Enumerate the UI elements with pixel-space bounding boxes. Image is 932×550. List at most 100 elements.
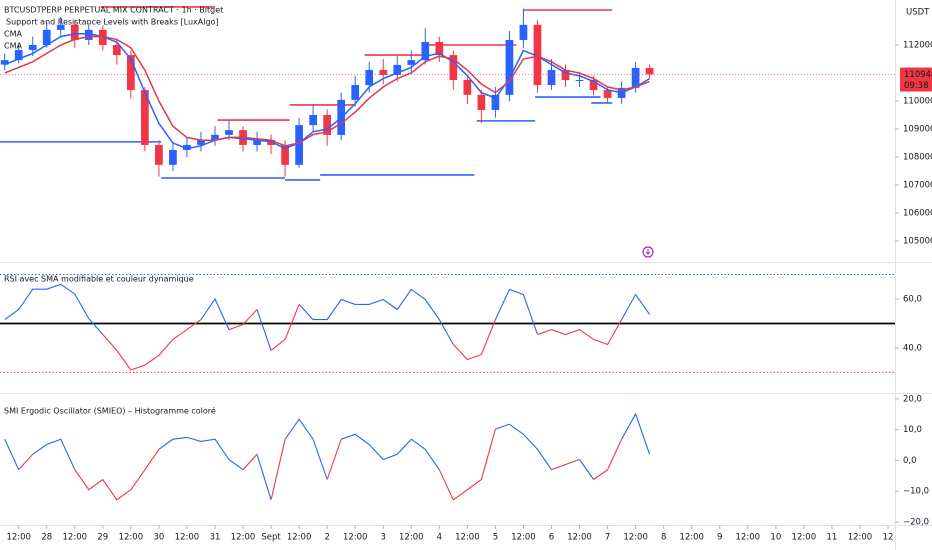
candle-body bbox=[155, 144, 163, 165]
event-icon-arrow bbox=[645, 249, 651, 255]
candle-body bbox=[56, 24, 65, 30]
moving-average-line bbox=[4, 33, 650, 150]
candle-body bbox=[14, 50, 23, 61]
candle-body bbox=[561, 69, 570, 80]
candle-body bbox=[533, 24, 542, 86]
currency-label: USDT bbox=[906, 8, 930, 18]
oscillator-line bbox=[4, 283, 104, 335]
oscillator-line bbox=[256, 454, 272, 500]
candle-body bbox=[112, 44, 121, 56]
oscillator-line bbox=[494, 288, 539, 335]
oscillator-line bbox=[18, 453, 34, 471]
oscillator-line bbox=[4, 438, 20, 470]
candle-body bbox=[463, 79, 472, 95]
countdown-label: 09:38 bbox=[904, 81, 929, 91]
candle-body bbox=[169, 149, 177, 165]
x-tick-label: 12:00 bbox=[623, 533, 648, 543]
x-tick-label: 5 bbox=[493, 533, 498, 543]
candle-body bbox=[393, 64, 402, 75]
y-tick-label: −10,0 bbox=[903, 487, 929, 497]
candle-body bbox=[183, 144, 191, 150]
candle-body bbox=[603, 90, 612, 98]
candle-body bbox=[435, 41, 444, 56]
oscillator-line bbox=[551, 458, 580, 471]
x-tick-label: 12:00 bbox=[119, 533, 144, 543]
candle-body bbox=[295, 125, 303, 165]
candle-body bbox=[70, 24, 79, 40]
candle-body bbox=[84, 29, 93, 40]
candle-body bbox=[281, 144, 289, 165]
candle-body bbox=[197, 139, 205, 145]
y-tick-label: 107000,0 bbox=[903, 180, 932, 190]
y-tick-label: 106000,0 bbox=[903, 208, 932, 218]
x-tick-label: 12:00 bbox=[511, 533, 536, 543]
legend-entry: CMA bbox=[4, 30, 22, 39]
marks bbox=[0, 6, 895, 501]
candle-body bbox=[42, 29, 51, 45]
x-tick-label: 12 bbox=[883, 533, 894, 543]
y-tick-label: 110000,0 bbox=[903, 96, 932, 106]
oscillator-line bbox=[270, 304, 300, 351]
x-tick-label: 9 bbox=[717, 533, 722, 543]
y-tick-label: 112000,0 bbox=[903, 40, 932, 50]
y-tick-label: 20,0 bbox=[903, 394, 922, 404]
oscillator-line bbox=[270, 439, 286, 500]
candle-body bbox=[575, 79, 584, 81]
indicator-label: Support and Resistance Levels with Break… bbox=[6, 18, 219, 27]
candle-body bbox=[211, 134, 219, 140]
candle-body bbox=[631, 67, 640, 88]
x-tick-label: 12:00 bbox=[6, 533, 31, 543]
x-tick-label: 2 bbox=[324, 533, 329, 543]
x-tick-label: 3 bbox=[381, 533, 386, 543]
y-tick-label: 40,0 bbox=[903, 343, 922, 353]
moving-average-line bbox=[4, 35, 650, 147]
candle-body bbox=[127, 55, 135, 91]
oscillator-line bbox=[242, 453, 258, 471]
x-tick-label: Sept bbox=[261, 533, 281, 543]
y-tick-label: −20,0 bbox=[903, 518, 929, 528]
candle-body bbox=[141, 90, 149, 145]
x-tick-label: 12:00 bbox=[792, 533, 817, 543]
candle-body bbox=[267, 139, 275, 145]
x-tick-label: 12:00 bbox=[287, 533, 312, 543]
last-price-box bbox=[900, 67, 932, 92]
candle-body bbox=[28, 44, 37, 51]
candle-body bbox=[323, 114, 332, 135]
rsi-title: RSI avec SMA modifiable et couleur dynam… bbox=[4, 275, 194, 284]
x-tick-label: 4 bbox=[437, 533, 442, 543]
y-tick-label: 109000,0 bbox=[903, 124, 932, 134]
x-tick-label: 31 bbox=[210, 533, 221, 543]
candle-body bbox=[547, 69, 556, 86]
oscillator-line bbox=[593, 438, 623, 480]
x-tick-label: 30 bbox=[153, 533, 164, 543]
oscillator-line bbox=[621, 293, 651, 320]
oscillator-line bbox=[438, 428, 496, 501]
candle-body bbox=[477, 94, 486, 110]
candle-body bbox=[309, 114, 317, 126]
oscillator-line bbox=[32, 438, 76, 470]
candle-body bbox=[491, 94, 500, 110]
oscillator-line bbox=[621, 412, 651, 455]
y-tick-label: 60,0 bbox=[903, 294, 922, 304]
candle-body bbox=[505, 39, 514, 95]
oscillator-line bbox=[341, 433, 440, 471]
candle-body bbox=[225, 130, 233, 135]
candle-body bbox=[519, 24, 528, 40]
x-tick-label: 29 bbox=[97, 533, 108, 543]
oscillator-line bbox=[495, 423, 552, 471]
legend-entry: CMA bbox=[4, 42, 22, 51]
x-tick-label: 12:00 bbox=[679, 533, 704, 543]
x-tick-label: 12:00 bbox=[455, 533, 480, 543]
smi-title: SMI Ergodic Oscillator (SMIEO) – Histogr… bbox=[4, 406, 216, 416]
candle-body bbox=[0, 60, 9, 65]
x-tick-label: 8 bbox=[661, 533, 666, 543]
candle-body bbox=[98, 29, 107, 45]
candle-body bbox=[379, 69, 388, 75]
candle-body bbox=[253, 139, 261, 145]
x-tick-label: 12:00 bbox=[736, 533, 761, 543]
oscillator-line bbox=[102, 319, 202, 371]
oscillator-line bbox=[74, 449, 160, 501]
x-tick-label: 12:00 bbox=[343, 533, 368, 543]
